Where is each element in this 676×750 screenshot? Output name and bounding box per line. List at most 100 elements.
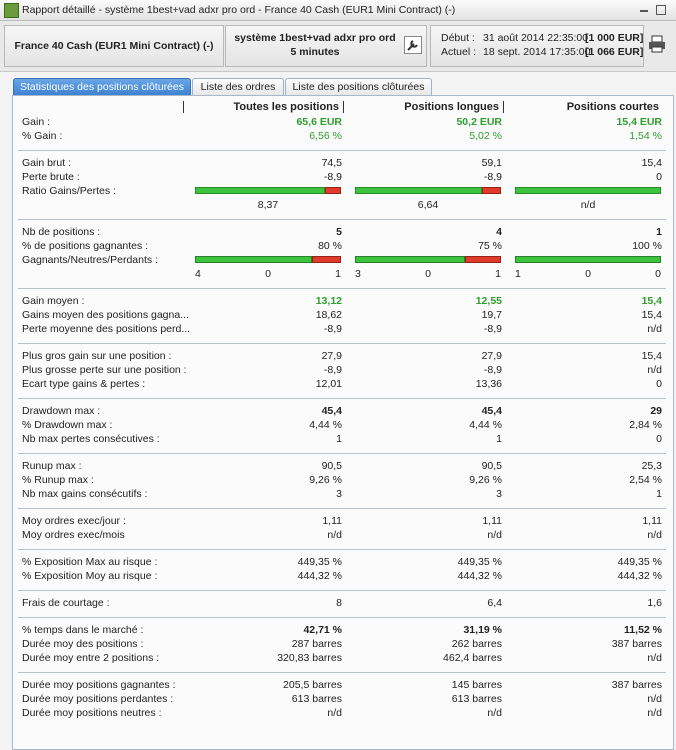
cell-value: 1,11 xyxy=(642,515,662,527)
cell-value: 449,35 % xyxy=(297,556,342,568)
cell-value: -8,9 xyxy=(323,171,342,183)
count-bar-segment xyxy=(311,256,341,263)
cell-value: 1 xyxy=(656,226,662,238)
cell-value: 31,19 % xyxy=(463,624,502,636)
settings-button[interactable] xyxy=(404,36,422,54)
cell-value: 387 barres xyxy=(611,679,662,691)
cell-value: 5,02 % xyxy=(469,130,502,142)
column-header: Positions longues xyxy=(404,101,499,113)
group-divider xyxy=(18,343,666,344)
row-label: Nb de positions : xyxy=(22,226,101,238)
app-icon xyxy=(4,3,19,18)
tab[interactable]: Liste des ordres xyxy=(192,78,284,96)
row-label: % Exposition Max au risque : xyxy=(22,556,158,568)
row-label: % de positions gagnantes : xyxy=(22,240,149,252)
group-divider xyxy=(18,549,666,550)
row-label: Durée moy des positions : xyxy=(22,638,144,650)
cell-value: 11,52 % xyxy=(624,624,662,636)
cell-value: 613 barres xyxy=(451,693,502,705)
cell-value: 15,4 xyxy=(641,309,662,321)
cell-value: 18,62 xyxy=(315,309,342,321)
cell-value: 25,3 xyxy=(641,460,662,472)
start-capital: [1 000 EUR] xyxy=(585,32,644,44)
cell-value: 75 % xyxy=(478,240,502,252)
cell-value: n/d xyxy=(647,364,662,376)
row-label: Gain brut : xyxy=(22,157,72,169)
cell-value: 9,26 % xyxy=(469,474,502,486)
cell-value: 27,9 xyxy=(321,350,342,362)
cell-value: n/d xyxy=(327,707,342,719)
cell-value: 45,4 xyxy=(481,405,502,417)
cell-value: n/d xyxy=(327,529,342,541)
cell-value: 0 xyxy=(656,378,662,390)
cell-value: 19,7 xyxy=(481,309,502,321)
cell-value: 3 xyxy=(496,488,502,500)
cell-value: n/d xyxy=(647,652,662,664)
instrument: France 40 Cash (EUR1 Mini Contract) (-) xyxy=(14,40,214,52)
row-label: Perte brute : xyxy=(22,171,80,183)
cell-value: 205,5 barres xyxy=(283,679,342,691)
column-separator xyxy=(503,101,504,113)
ratio-value: 6,64 xyxy=(417,199,439,211)
cell-value: 90,5 xyxy=(481,460,502,472)
dates-box: Début : 31 août 2014 22:35:00 [1 000 EUR… xyxy=(430,25,644,67)
print-button[interactable] xyxy=(647,34,667,54)
cell-value: 13,36 xyxy=(475,378,502,390)
cell-value: -8,9 xyxy=(323,323,342,335)
cell-value: 45,4 xyxy=(321,405,342,417)
row-label: Plus gros gain sur une position : xyxy=(22,350,172,362)
row-label: Gain moyen : xyxy=(22,295,85,307)
maximize-button[interactable] xyxy=(656,5,666,15)
count-bar-segment xyxy=(195,256,312,263)
cell-value: 287 barres xyxy=(291,638,342,650)
cell-value: 145 barres xyxy=(451,679,502,691)
row-label: Gain : xyxy=(22,116,51,128)
start-label: Début : xyxy=(441,32,475,44)
end-date: 18 sept. 2014 17:35:00 xyxy=(483,46,591,58)
group-divider xyxy=(18,219,666,220)
cell-value: 5 xyxy=(336,226,342,238)
cell-value: -8,9 xyxy=(483,171,502,183)
tab[interactable]: Liste des positions clôturées xyxy=(285,78,432,96)
count-value: 0 xyxy=(265,268,271,280)
row-label: Durée moy positions perdantes : xyxy=(22,693,174,705)
cell-value: 65,6 EUR xyxy=(296,116,342,128)
row-label: Gains moyen des positions gagna... xyxy=(22,309,189,321)
group-divider xyxy=(18,590,666,591)
count-value: 0 xyxy=(425,268,431,280)
row-label: % Gain : xyxy=(22,130,63,142)
cell-value: 29 xyxy=(650,405,662,417)
row-label: Gagnants/Neutres/Perdants : xyxy=(22,254,158,266)
cell-value: 1 xyxy=(336,433,342,445)
cell-value: 462,4 barres xyxy=(443,652,502,664)
tab[interactable]: Statistiques des positions clôturées xyxy=(13,78,191,96)
system-name: système 1best+vad adxr pro ord xyxy=(234,32,396,44)
gain-bar xyxy=(355,187,482,194)
cell-value: 0 xyxy=(656,171,662,183)
gain-bar xyxy=(515,187,661,194)
row-label: Plus grosse perte sur une position : xyxy=(22,364,187,376)
count-value: 1 xyxy=(335,268,341,280)
end-label: Actuel : xyxy=(441,46,477,58)
cell-value: 613 barres xyxy=(291,693,342,705)
cell-value: 42,71 % xyxy=(303,624,342,636)
row-label: % Drawdown max : xyxy=(22,419,113,431)
gain-bar xyxy=(195,187,326,194)
cell-value: 387 barres xyxy=(611,638,662,650)
cell-value: 74,5 xyxy=(321,157,342,169)
row-label: Ecart type gains & pertes : xyxy=(22,378,146,390)
ratio-value: 8,37 xyxy=(257,199,279,211)
cell-value: 12,55 xyxy=(475,295,502,307)
cell-value: 8 xyxy=(336,597,342,609)
column-separator xyxy=(343,101,344,113)
minimize-button[interactable] xyxy=(640,10,648,12)
count-value: 1 xyxy=(495,268,501,280)
cell-value: 3 xyxy=(336,488,342,500)
cell-value: -8,9 xyxy=(323,364,342,376)
cell-value: 1 xyxy=(496,433,502,445)
cell-value: 1 xyxy=(656,488,662,500)
row-label: % Exposition Moy au risque : xyxy=(22,570,158,582)
row-label: Drawdown max : xyxy=(22,405,101,417)
group-divider xyxy=(18,150,666,151)
row-label: Durée moy positions neutres : xyxy=(22,707,162,719)
